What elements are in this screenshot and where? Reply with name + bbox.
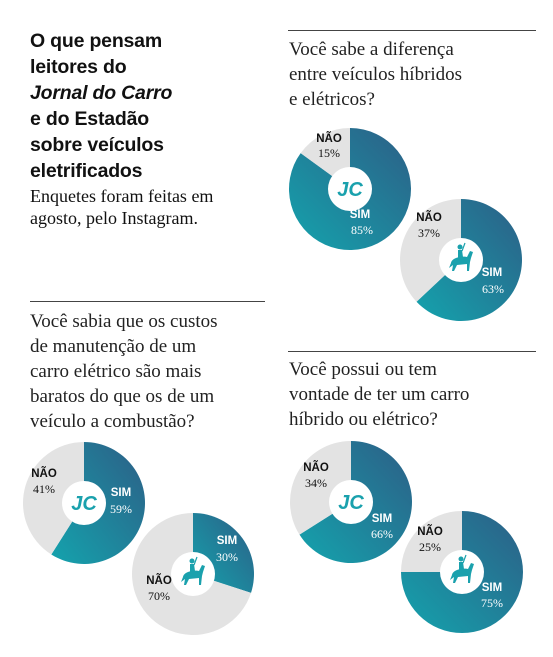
sim-value: 75% [481,596,503,610]
pie-slice-nao [399,199,461,302]
rider-flag-icon [193,556,198,566]
question-line: de manutenção de um [30,336,197,357]
question-line: Você sabia que os custos [30,311,218,332]
sim-label: SIM [217,535,237,547]
pie-center [329,480,373,524]
intro-subtitle: Enquetes foram feitas em agosto, pelo In… [30,185,270,229]
divider-q1 [288,30,536,31]
rider-body-icon [459,562,464,570]
question-2: Você sabia que os custos de manutenção d… [30,309,218,434]
pie-center [62,481,106,525]
intro-title-line: leitores do [30,56,127,78]
pie-slice-nao [22,442,84,555]
nao-label: NÃO [416,211,442,224]
sim-value: 85% [351,223,373,237]
intro-title-line: O que pensam [30,30,162,52]
divider-q3 [288,351,536,352]
question-line: veículo a combustão? [30,411,195,432]
rider-flag-icon [461,242,466,252]
nao-label: NÃO [417,525,443,538]
question-line: baratos do que os de um [30,386,215,407]
jc-logo: JC [337,179,363,201]
sim-label: SIM [482,267,502,279]
horse-rider-icon [450,563,474,583]
rider-body-icon [190,564,195,572]
intro-title-line: sobre veículos [30,134,164,156]
intro-subtitle-line: agosto, pelo Instagram. [30,208,198,228]
nao-label: NÃO [303,461,329,474]
rider-head-icon [457,244,463,250]
rider-head-icon [458,556,464,562]
intro-title: O que pensam leitores do Jornal do Carro… [30,28,270,184]
pie-center [328,167,372,211]
intro-title-line: eletrificados [30,160,143,182]
intro-subtitle-line: Enquetes foram feitas em [30,186,214,206]
sim-label: SIM [482,582,502,594]
sim-label: SIM [372,513,392,525]
sim-label: SIM [111,487,131,499]
intro-title-line: e do Estadão [30,108,149,130]
question-line: carro elétrico são mais [30,361,202,382]
rider-flag-icon [462,554,467,564]
jc-logo: JC [71,493,97,515]
nao-value: 70% [148,589,170,603]
question-3: Você possui ou tem vontade de ter um car… [289,357,469,432]
question-line: entre veículos híbridos [289,64,463,85]
nao-value: 34% [305,476,327,490]
sim-value: 30% [216,550,238,564]
question-line: e elétricos? [289,89,375,110]
sim-label: SIM [350,209,370,221]
divider-q2 [30,301,265,302]
nao-label: NÃO [146,574,172,587]
horse-rider-icon [449,251,473,271]
sim-value: 66% [371,527,393,541]
intro-block: O que pensam leitores do Jornal do Carro… [30,28,270,229]
rider-body-icon [458,250,463,258]
sim-value: 59% [110,502,132,516]
question-line: Você sabe a diferença [289,39,454,60]
question-1: Você sabe a diferença entre veículos híb… [289,37,462,112]
jc-logo: JC [338,492,364,514]
horse-rider-icon [181,565,205,585]
nao-value: 25% [419,540,441,554]
question-line: híbrido ou elétrico? [289,409,438,430]
question-line: Você possui ou tem [289,359,437,380]
intro-title-newspaper: Jornal do Carro [30,82,173,104]
question-line: vontade de ter um carro [289,384,470,405]
nao-label: NÃO [31,467,57,480]
rider-head-icon [189,558,195,564]
nao-label: NÃO [316,132,342,145]
sim-value: 63% [482,282,504,296]
nao-value: 41% [33,482,55,496]
nao-value: 15% [318,146,340,160]
nao-value: 37% [418,226,440,240]
